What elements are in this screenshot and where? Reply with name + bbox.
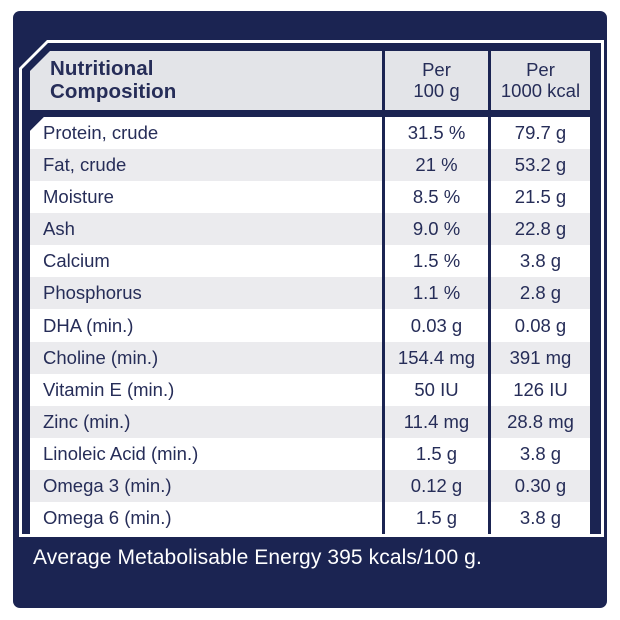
table-row: DHA (min.) 0.03 g 0.08 g (30, 309, 590, 342)
column-divider (488, 373, 491, 406)
column-divider (382, 373, 385, 406)
table-row: Zinc (min.) 11.4 mg 28.8 mg (30, 405, 590, 438)
value-per-100g: 8.5 % (412, 186, 461, 208)
value-per-100g: 11.4 mg (403, 410, 470, 432)
column-divider (488, 437, 491, 470)
row-label: Zinc (min.) (43, 410, 131, 432)
value-per-100g: 50 IU (414, 378, 459, 400)
column-divider (488, 309, 491, 342)
row-label: Phosphorus (43, 282, 142, 304)
value-per-100g: 1.1 % (412, 282, 461, 304)
nutrition-table-card: Nutritional Composition Per 100 g Per 10… (19, 40, 604, 537)
column-divider (488, 501, 491, 534)
table-row: Vitamin E (min.) 50 IU 126 IU (30, 373, 590, 406)
row-label: Calcium (43, 250, 110, 272)
column-divider (488, 181, 491, 214)
row-label: Linoleic Acid (min.) (43, 442, 199, 464)
value-per-100g: 0.03 g (410, 314, 463, 336)
column-divider (382, 469, 385, 502)
value-per-1000kcal: 22.8 g (514, 218, 567, 240)
column-divider (382, 213, 385, 246)
column-divider (488, 213, 491, 246)
column-divider (382, 309, 385, 342)
value-per-1000kcal: 53.2 g (514, 154, 567, 176)
row-label: Choline (min.) (43, 346, 159, 368)
value-per-100g: 1.5 g (415, 506, 458, 528)
table-row: Moisture 8.5 % 21.5 g (30, 181, 590, 214)
column-divider (488, 245, 491, 278)
table-row: Ash 9.0 % 22.8 g (30, 213, 590, 246)
header-nutritional-composition: Nutritional Composition (30, 51, 382, 110)
column-divider (382, 245, 385, 278)
row-label: Moisture (43, 186, 114, 208)
value-per-1000kcal: 3.8 g (519, 442, 562, 464)
column-divider (488, 51, 491, 110)
value-per-1000kcal: 0.08 g (514, 314, 567, 336)
header-per-1000kcal: Per 1000 kcal (491, 51, 590, 110)
value-per-1000kcal: 0.30 g (514, 474, 567, 496)
value-per-100g: 1.5 g (415, 442, 458, 464)
table-body: Protein, crude 31.5 % 79.7 g Fat, crude 21 %… (30, 117, 590, 534)
value-per-1000kcal: 2.8 g (519, 282, 562, 304)
navy-background-panel: Nutritional Composition Per 100 g Per 10… (13, 11, 607, 608)
row-label: Fat, crude (43, 154, 127, 176)
table-row: Choline (min.) 154.4 mg 391 mg (30, 341, 590, 374)
table-inner-frame: Nutritional Composition Per 100 g Per 10… (22, 43, 601, 534)
value-per-1000kcal: 3.8 g (519, 250, 562, 272)
value-per-100g: 21 % (415, 154, 458, 176)
row-label: Protein, crude (43, 122, 159, 144)
column-divider (382, 149, 385, 182)
row-label: Ash (43, 218, 75, 240)
table-row: Linoleic Acid (min.) 1.5 g 3.8 g (30, 437, 590, 470)
table-row: Phosphorus 1.1 % 2.8 g (30, 277, 590, 310)
value-per-100g: 9.0 % (412, 218, 461, 240)
column-divider (382, 341, 385, 374)
column-divider (488, 149, 491, 182)
value-per-1000kcal: 79.7 g (514, 122, 567, 144)
column-divider (488, 405, 491, 438)
value-per-1000kcal: 126 IU (513, 378, 568, 400)
column-divider (382, 437, 385, 470)
column-divider (382, 277, 385, 310)
value-per-1000kcal: 391 mg (509, 346, 572, 368)
average-metabolisable-energy-text: Average Metabolisable Energy 395 kcals/1… (33, 546, 482, 569)
column-divider (382, 501, 385, 534)
row-label: Omega 6 (min.) (43, 506, 172, 528)
column-divider (382, 181, 385, 214)
value-per-100g: 154.4 mg (397, 346, 476, 368)
column-divider (382, 117, 385, 150)
table-row: Calcium 1.5 % 3.8 g (30, 245, 590, 278)
value-per-100g: 31.5 % (407, 122, 466, 144)
column-divider (488, 277, 491, 310)
row-label: DHA (min.) (43, 314, 134, 336)
value-per-1000kcal: 21.5 g (514, 186, 567, 208)
value-per-100g: 0.12 g (410, 474, 463, 496)
header-per-100g: Per 100 g (385, 51, 488, 110)
value-per-1000kcal: 28.8 mg (507, 410, 574, 432)
column-divider (488, 117, 491, 150)
value-per-1000kcal: 3.8 g (519, 506, 562, 528)
column-divider (488, 341, 491, 374)
table-row: Fat, crude 21 % 53.2 g (30, 149, 590, 182)
column-divider (488, 469, 491, 502)
row-label: Vitamin E (min.) (43, 378, 175, 400)
column-divider (382, 51, 385, 110)
table-header-row: Nutritional Composition Per 100 g Per 10… (30, 51, 590, 110)
row-label: Omega 3 (min.) (43, 474, 172, 496)
table-row: Protein, crude 31.5 % 79.7 g (30, 117, 590, 150)
table-row: Omega 6 (min.) 1.5 g 3.8 g (30, 501, 590, 534)
table-row: Omega 3 (min.) 0.12 g 0.30 g (30, 469, 590, 502)
column-divider (382, 405, 385, 438)
value-per-100g: 1.5 % (412, 250, 461, 272)
